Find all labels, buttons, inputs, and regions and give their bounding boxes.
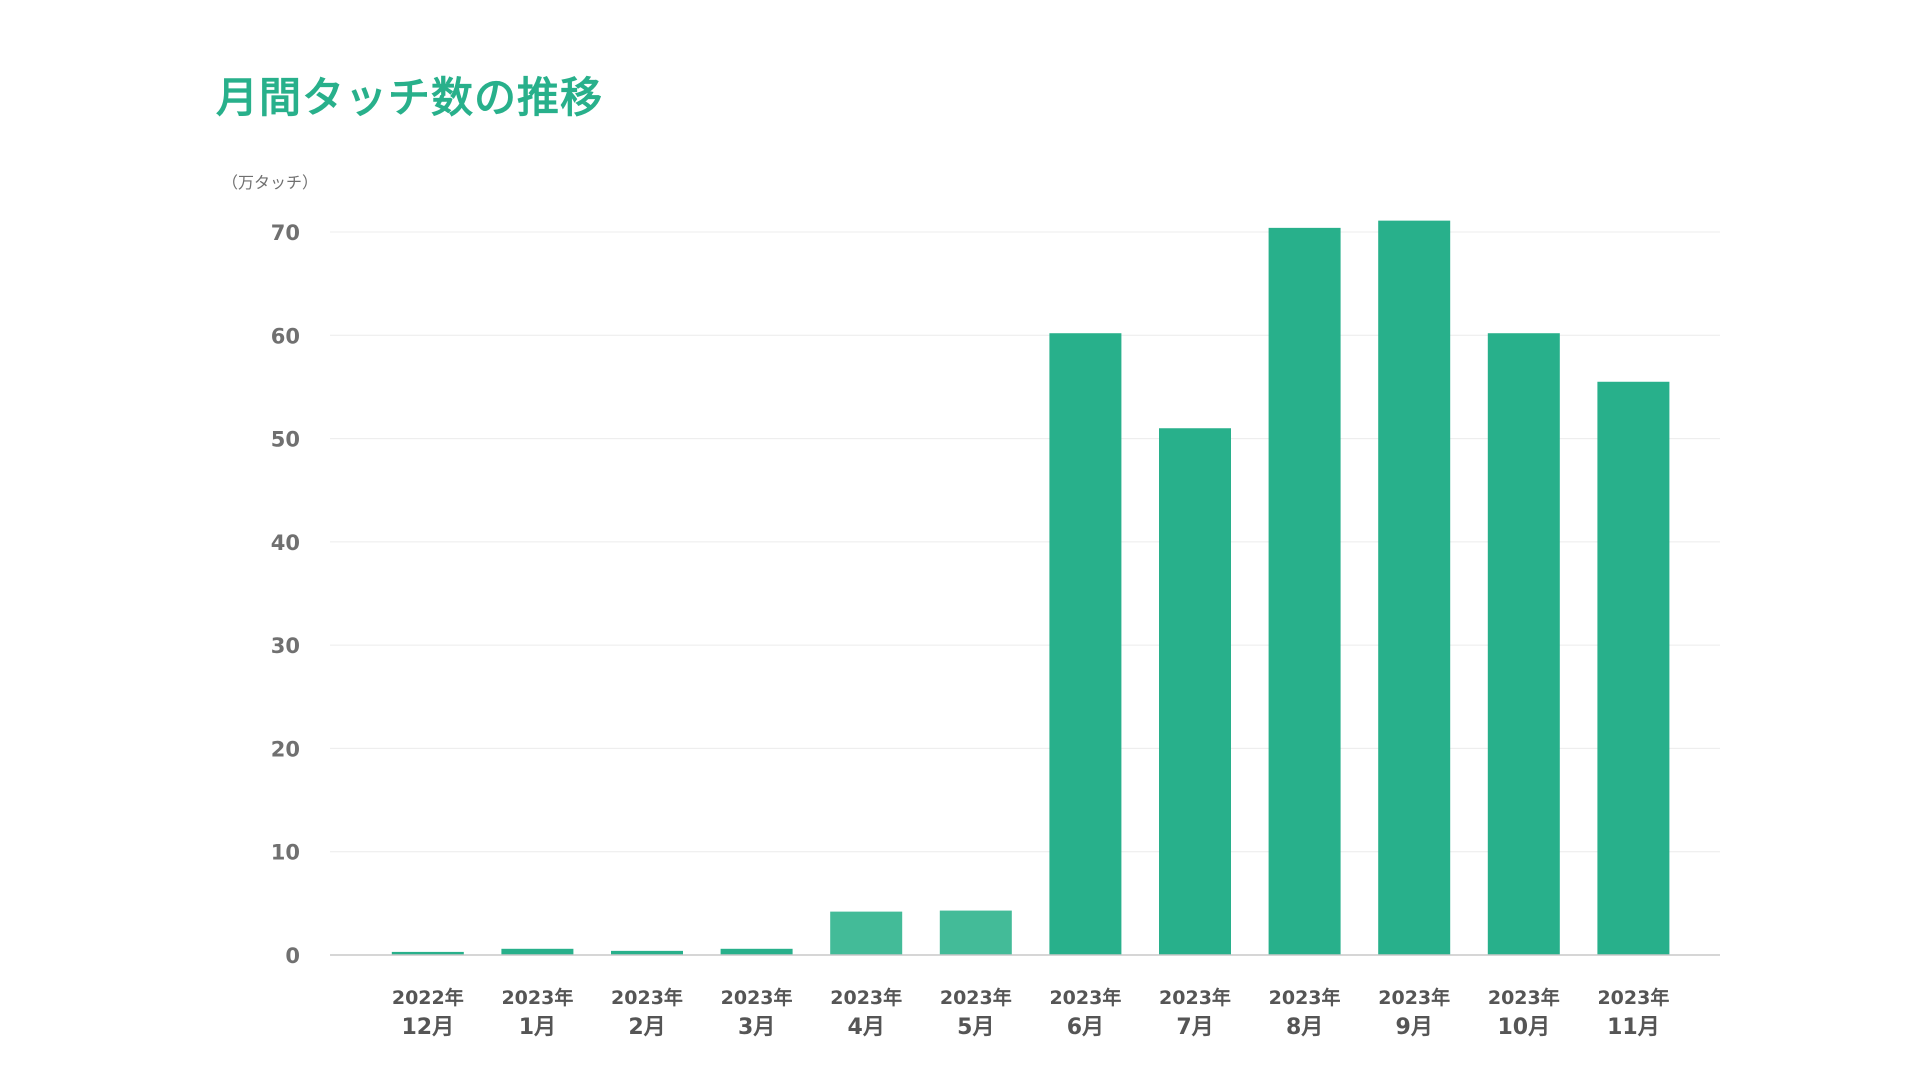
- labels: 0 10 20 30 40 50 60 70 （万タッチ） 2022年 12月 2023年 1月 2023…: [222, 173, 1669, 1040]
- y-tick-label: 0: [285, 944, 300, 968]
- bar: [1378, 220, 1451, 956]
- bar: [1159, 428, 1231, 955]
- bar: [611, 950, 683, 955]
- x-tick-label-year: 2023年: [721, 986, 793, 1009]
- y-tick-label: 60: [271, 324, 300, 348]
- bar: [501, 948, 574, 955]
- bar: [939, 910, 1012, 955]
- y-tick-label: 50: [271, 428, 300, 452]
- x-tick-label-month: 12月: [401, 1015, 454, 1040]
- bar: [830, 911, 903, 955]
- x-tick-label-year: 2023年: [1159, 986, 1231, 1009]
- y-tick-label: 40: [271, 531, 300, 555]
- y-tick-label: 30: [271, 634, 300, 658]
- chart-title: 月間タッチ数の推移: [216, 73, 604, 122]
- x-tick-label-month: 3月: [738, 1015, 775, 1040]
- x-tick-label-month: 2月: [628, 1015, 665, 1040]
- x-tick-label-year: 2023年: [611, 986, 683, 1009]
- bar: [391, 951, 464, 955]
- y-axis-unit-label: （万タッチ）: [222, 173, 318, 192]
- x-tick-label-year: 2023年: [1378, 986, 1450, 1009]
- x-tick-label-year: 2023年: [1488, 986, 1560, 1009]
- x-tick-label-year: 2023年: [1049, 986, 1121, 1009]
- x-tick-label-month: 11月: [1607, 1015, 1660, 1040]
- x-tick-label-month: 8月: [1286, 1015, 1323, 1040]
- x-tick-label-year: 2022年: [392, 986, 464, 1009]
- x-tick-label-month: 9月: [1396, 1015, 1433, 1040]
- x-tick-label-year: 2023年: [501, 986, 573, 1009]
- x-tick-label-month: 1月: [519, 1015, 556, 1040]
- y-tick-label: 10: [271, 841, 300, 865]
- y-tick-label: 20: [271, 737, 300, 761]
- x-tick-label-month: 10月: [1497, 1015, 1550, 1040]
- x-tick-label-month: 4月: [848, 1015, 885, 1040]
- bar: [1049, 333, 1122, 956]
- x-tick-label-month: 5月: [957, 1015, 994, 1040]
- bars: [391, 220, 1670, 956]
- x-tick-label-year: 2023年: [1597, 986, 1669, 1009]
- x-tick-label-year: 2023年: [1269, 986, 1341, 1009]
- bar: [720, 948, 793, 955]
- y-tick-label: 70: [271, 221, 300, 245]
- bar: [1597, 381, 1670, 955]
- x-tick-label-year: 2023年: [830, 986, 902, 1009]
- x-tick-label-month: 7月: [1176, 1015, 1213, 1040]
- bar: [1268, 227, 1341, 955]
- x-tick-label-year: 2023年: [940, 986, 1012, 1009]
- bar: [1487, 333, 1560, 956]
- x-tick-label-month: 6月: [1067, 1015, 1104, 1040]
